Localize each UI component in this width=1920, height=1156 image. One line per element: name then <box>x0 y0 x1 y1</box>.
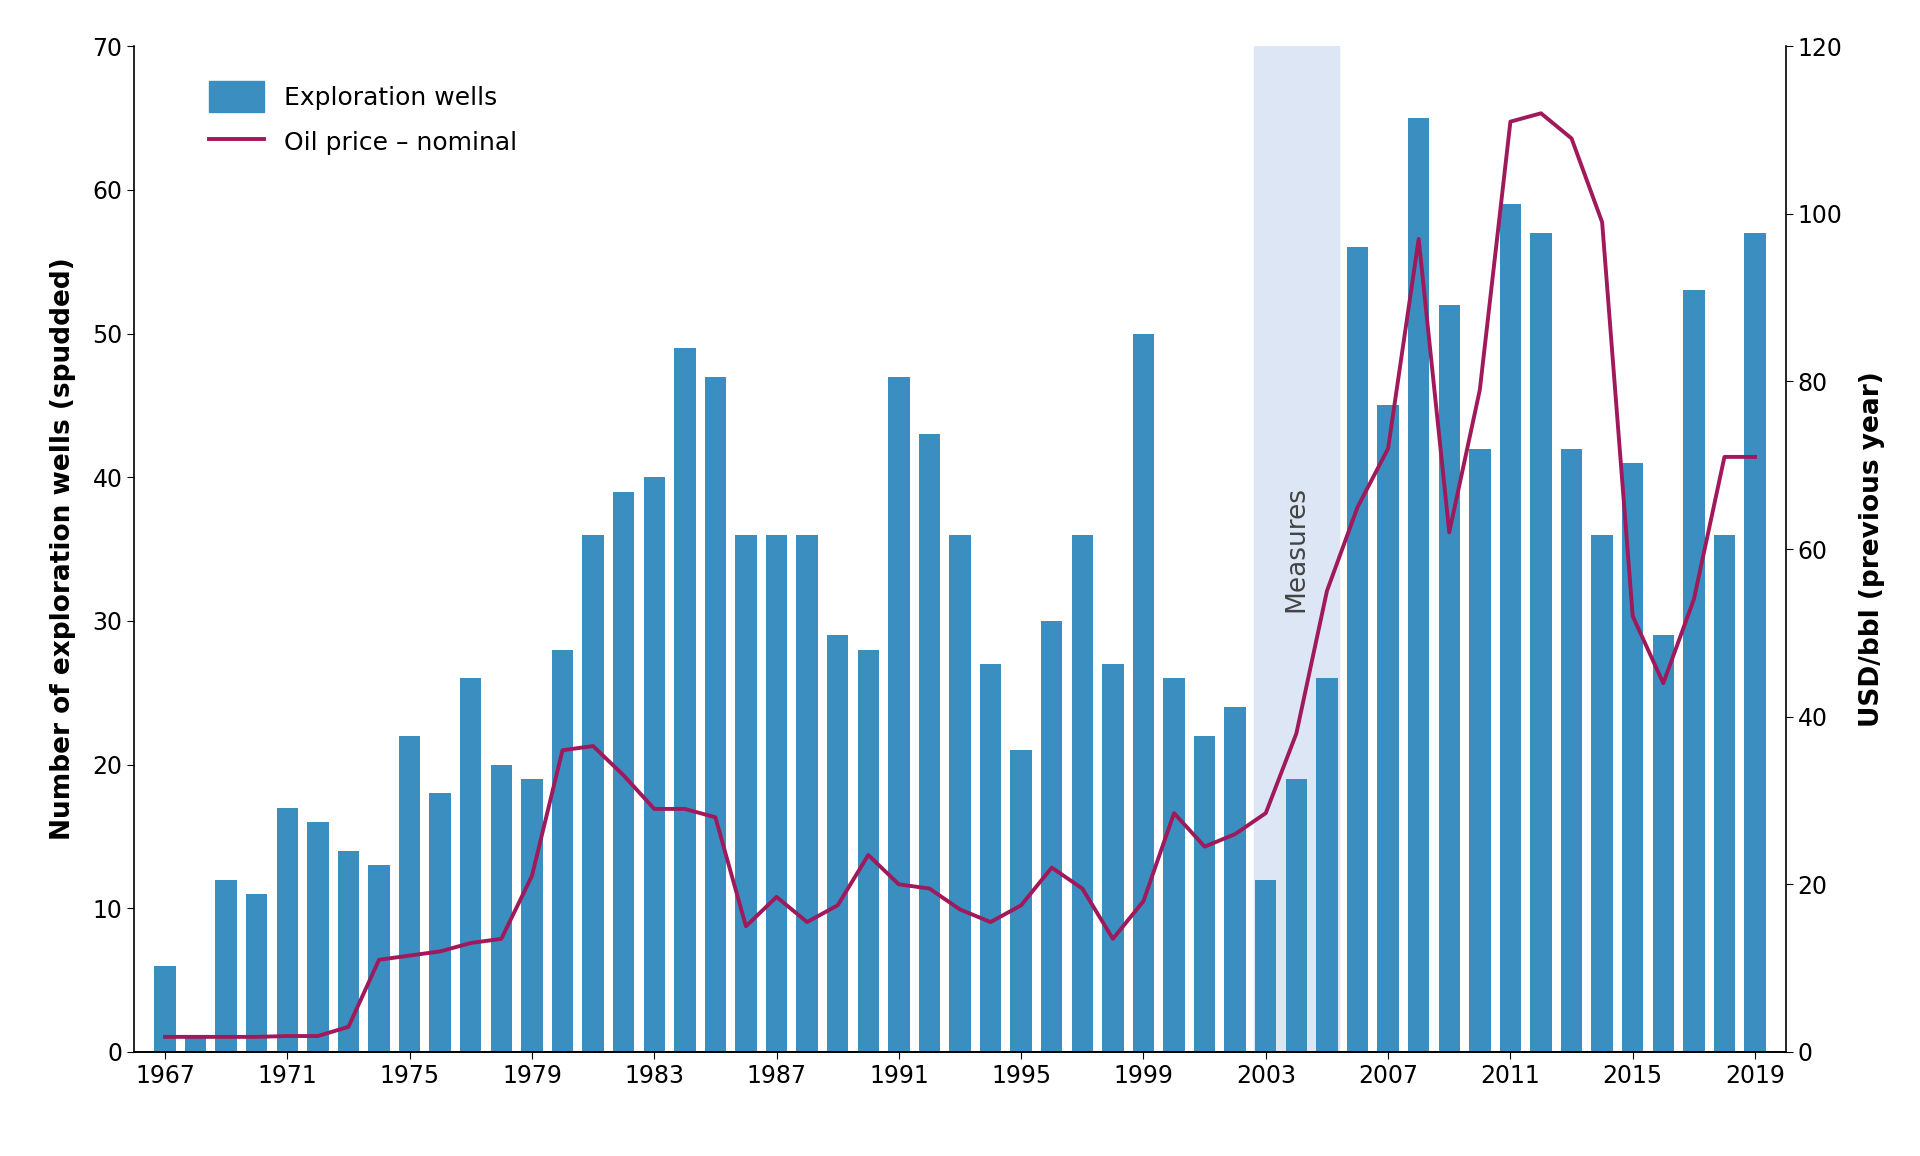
Bar <box>184 1038 205 1052</box>
Bar <box>828 636 849 1052</box>
Bar <box>461 679 482 1052</box>
Text: Measures: Measures <box>1283 487 1309 612</box>
Bar <box>735 535 756 1052</box>
Bar <box>1530 234 1551 1052</box>
Bar <box>1715 535 1736 1052</box>
Bar <box>674 348 695 1052</box>
Bar <box>1041 621 1062 1052</box>
Bar <box>1622 462 1644 1052</box>
Bar <box>1653 636 1674 1052</box>
Bar <box>1256 880 1277 1052</box>
Bar <box>1071 535 1092 1052</box>
Oil price – nominal <box>1102 932 1125 946</box>
Oil price – nominal <box>1743 450 1766 464</box>
Bar <box>1254 46 1338 1052</box>
Bar <box>582 535 603 1052</box>
Bar <box>215 880 236 1052</box>
Bar <box>1684 290 1705 1052</box>
Bar <box>1010 750 1031 1052</box>
Bar <box>948 535 972 1052</box>
Bar <box>338 851 359 1052</box>
Bar <box>1500 205 1521 1052</box>
Oil price – nominal <box>1590 215 1613 229</box>
Bar <box>858 650 879 1052</box>
Bar <box>797 535 818 1052</box>
Bar <box>1225 707 1246 1052</box>
Oil price – nominal <box>1071 882 1094 896</box>
Bar <box>920 435 941 1052</box>
Bar <box>1164 679 1185 1052</box>
Oil price – nominal <box>1162 806 1185 820</box>
Bar <box>1286 779 1308 1052</box>
Oil price – nominal <box>582 739 605 753</box>
Bar <box>154 965 177 1052</box>
Bar <box>1317 679 1338 1052</box>
Oil price – nominal <box>1530 106 1553 120</box>
Bar <box>430 793 451 1052</box>
Bar <box>492 764 513 1052</box>
Bar <box>1438 305 1459 1052</box>
Bar <box>369 865 390 1052</box>
Bar <box>1346 247 1369 1052</box>
Bar <box>1102 664 1123 1052</box>
Bar <box>399 736 420 1052</box>
Bar <box>643 477 664 1052</box>
Bar <box>1407 118 1428 1052</box>
Y-axis label: Number of exploration wells (spudded): Number of exploration wells (spudded) <box>50 258 75 840</box>
Bar <box>276 808 298 1052</box>
Line: Oil price – nominal: Oil price – nominal <box>165 113 1755 1037</box>
Bar <box>1133 334 1154 1052</box>
Bar <box>1469 449 1490 1052</box>
Bar <box>1745 234 1766 1052</box>
Y-axis label: USD/bbl (previous year): USD/bbl (previous year) <box>1859 371 1885 727</box>
Legend: Exploration wells, Oil price – nominal: Exploration wells, Oil price – nominal <box>196 69 530 170</box>
Bar <box>1592 535 1613 1052</box>
Bar <box>520 779 543 1052</box>
Bar <box>1561 449 1582 1052</box>
Bar <box>551 650 574 1052</box>
Bar <box>246 894 267 1052</box>
Bar <box>1377 406 1400 1052</box>
Bar <box>766 535 787 1052</box>
Bar <box>979 664 1002 1052</box>
Bar <box>705 377 726 1052</box>
Oil price – nominal <box>1377 442 1400 455</box>
Bar <box>889 377 910 1052</box>
Bar <box>612 491 634 1052</box>
Bar <box>307 822 328 1052</box>
Oil price – nominal <box>154 1030 177 1044</box>
Bar <box>1194 736 1215 1052</box>
